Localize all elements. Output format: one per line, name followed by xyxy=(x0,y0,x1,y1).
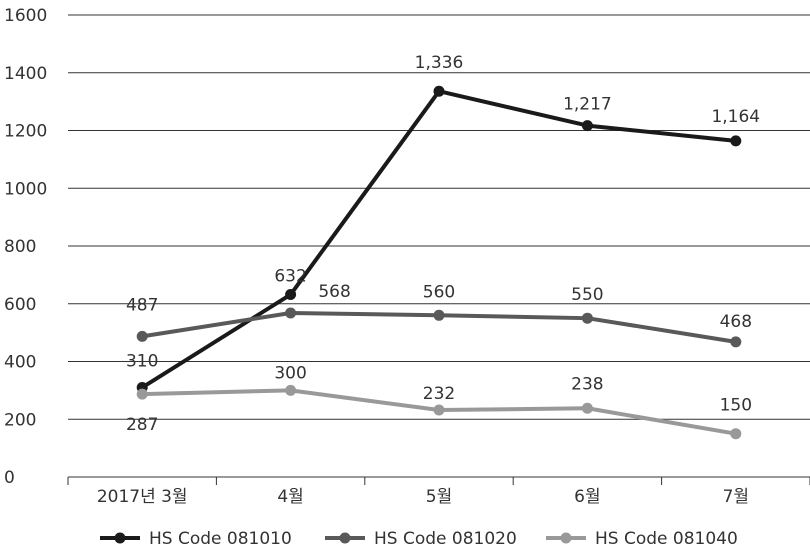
x-axis: 2017년 3월 4월 5월 6월 7월 xyxy=(67,477,810,507)
legend-marker xyxy=(114,532,126,544)
y-tick-label: 600 xyxy=(4,295,36,315)
grid-lines xyxy=(68,14,810,478)
data-label: 1,164 xyxy=(711,107,760,127)
legend-label: HS Code 081020 xyxy=(374,529,517,549)
data-point xyxy=(285,289,297,301)
y-tick-label: 800 xyxy=(4,237,36,257)
data-labels: 310 632 1,336 1,217 1,164 487 568 560 550 468 287 3… xyxy=(126,53,760,435)
y-tick-label: 1600 xyxy=(4,6,47,26)
series-line-1 xyxy=(141,89,737,390)
legend-label: HS Code 081010 xyxy=(149,529,292,549)
legend-marker xyxy=(560,532,572,544)
data-point xyxy=(581,312,593,324)
x-tick-label: 4월 xyxy=(277,487,303,507)
series-lines xyxy=(136,85,742,440)
data-point xyxy=(285,307,297,319)
data-point xyxy=(136,388,148,400)
data-label: 487 xyxy=(126,295,158,315)
data-point xyxy=(581,120,593,132)
data-point xyxy=(730,135,742,147)
data-label: 287 xyxy=(126,415,158,435)
data-point xyxy=(730,336,742,348)
data-label: 632 xyxy=(274,267,306,287)
data-label: 238 xyxy=(571,374,603,394)
data-label: 560 xyxy=(423,282,455,302)
data-label: 1,217 xyxy=(563,95,612,115)
data-label: 568 xyxy=(318,282,350,302)
data-label: 310 xyxy=(126,351,158,371)
x-tick-label: 7월 xyxy=(723,487,749,507)
data-label: 550 xyxy=(571,285,603,305)
data-point xyxy=(433,309,445,321)
y-axis: 0 200 400 600 800 1000 1200 1400 1600 xyxy=(4,6,47,488)
y-tick-label: 0 xyxy=(4,468,15,488)
data-label: 150 xyxy=(720,396,752,416)
data-point xyxy=(730,428,742,440)
y-tick-label: 1000 xyxy=(4,179,47,199)
data-point xyxy=(136,330,148,342)
data-point xyxy=(433,404,445,416)
legend: HS Code 081010 HS Code 081020 HS Code 0810… xyxy=(100,529,738,549)
y-tick-label: 1200 xyxy=(4,122,47,142)
data-point xyxy=(581,402,593,414)
y-tick-label: 200 xyxy=(4,410,36,430)
data-label: 232 xyxy=(423,384,455,404)
x-tick-label: 6월 xyxy=(574,487,600,507)
x-tick-label: 2017년 3월 xyxy=(97,487,188,507)
data-label: 1,336 xyxy=(415,53,464,73)
data-label: 300 xyxy=(274,363,306,383)
y-tick-label: 1400 xyxy=(4,64,47,84)
y-tick-label: 400 xyxy=(4,353,36,373)
legend-label: HS Code 081040 xyxy=(595,529,738,549)
data-point xyxy=(433,85,445,97)
legend-marker xyxy=(339,532,351,544)
data-point xyxy=(285,384,297,396)
data-label: 468 xyxy=(720,312,752,332)
x-tick-label: 5월 xyxy=(426,487,452,507)
